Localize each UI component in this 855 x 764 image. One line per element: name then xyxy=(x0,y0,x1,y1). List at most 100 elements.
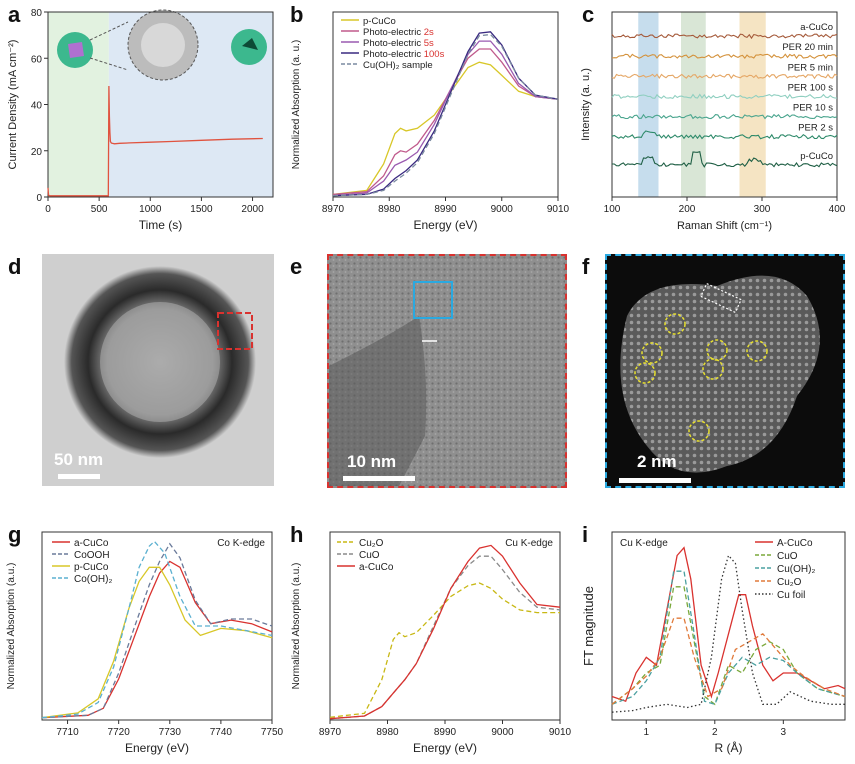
plot-frame-c xyxy=(611,11,838,198)
y-axis-label-i: FT magnitude xyxy=(581,586,596,666)
x-axis-label-b: Energy (eV) xyxy=(413,218,477,232)
series-line-b-photo-electric-2s xyxy=(332,48,559,196)
legend-label-g: a-CuCo xyxy=(74,538,109,549)
series-line-a-current xyxy=(47,85,263,197)
raman-trace-per-5-min xyxy=(611,73,838,80)
x-tick-label-a: 2000 xyxy=(241,204,264,215)
panel-letter-b: b xyxy=(290,2,304,27)
panel-letter-c: c xyxy=(582,2,595,27)
legend-label-g: Co(OH)₂ xyxy=(74,574,112,585)
x-tick-label-h: 9010 xyxy=(549,727,572,738)
legend-label-i: Cu(OH)₂ xyxy=(777,564,815,575)
chart-a: 0 500 1000 1500 2000 0 20 40 60 80 Time (s) Current… xyxy=(7,8,274,232)
y-axis-label-b: Normalized Absorption (a. u.) xyxy=(291,40,302,170)
x-tick-label-g: 7710 xyxy=(56,727,79,738)
x-tick-label-b: 8980 xyxy=(378,204,401,215)
raman-band-0 xyxy=(638,12,659,197)
annotation-i: Cu K-edge xyxy=(620,538,668,549)
y-tick-label-a: 80 xyxy=(31,8,43,19)
x-tick-label-b: 9000 xyxy=(491,204,514,215)
panel-letter-a: a xyxy=(8,2,21,27)
y-tick-label-a: 60 xyxy=(31,54,43,65)
tem-particle-d xyxy=(64,266,256,458)
scale-bar-d xyxy=(58,474,100,479)
x-tick-label-a: 1500 xyxy=(190,204,213,215)
x-axis-label-c: Raman Shift (cm⁻¹) xyxy=(677,220,772,232)
x-tick-label-c: 400 xyxy=(829,204,846,215)
y-tick-label-a: 0 xyxy=(36,193,42,204)
raman-trace-per-2-s xyxy=(611,130,838,140)
series-line-g-p-cuco xyxy=(41,566,273,719)
legend-label-i: A-CuCo xyxy=(777,538,813,549)
series-line-i-cuo xyxy=(611,586,846,706)
zoom-line-bottom xyxy=(89,57,129,71)
legend-label-b: Cu(OH)₂ sample xyxy=(363,60,433,71)
series-line-g-coooh xyxy=(41,542,273,719)
raman-trace-label: PER 20 min xyxy=(782,42,833,53)
legend-label-i: CuO xyxy=(777,551,798,562)
y-axis-label-c: Intensity (a. u.) xyxy=(580,68,592,141)
chart-c: 100 200 300 400 Raman Shift (cm⁻¹) Intensity … xyxy=(580,11,846,232)
x-tick-label-i: 3 xyxy=(781,727,787,738)
panel-letter-i: i xyxy=(582,522,589,547)
legend-label-h: a-CuCo xyxy=(359,562,394,573)
panel-letter-e: e xyxy=(290,254,303,279)
series-line-b-photo-electric-100s xyxy=(332,31,559,197)
x-tick-label-b: 8990 xyxy=(434,204,457,215)
legend-label-h: Cu₂O xyxy=(359,538,384,549)
x-axis-label-i: R (Å) xyxy=(715,740,743,755)
zoom-line-top xyxy=(89,21,129,41)
y-axis-label-g: Normalized Absorption (a.u.) xyxy=(6,563,17,690)
raman-trace-label: PER 100 s xyxy=(788,82,834,93)
raman-trace-p-cuco xyxy=(612,151,838,168)
x-tick-label-c: 200 xyxy=(679,204,696,215)
x-tick-label-g: 7730 xyxy=(159,727,182,738)
particle-zoom-core xyxy=(141,23,185,67)
series-line-i-cu-foil xyxy=(611,554,845,713)
x-tick-label-a: 500 xyxy=(91,204,108,215)
haadf-image-f: 2 nm xyxy=(605,254,845,488)
series-line-h-a-cuco xyxy=(329,544,561,720)
raman-trace-label: a-CuCo xyxy=(800,22,833,33)
x-tick-label-h: 9000 xyxy=(491,727,514,738)
y-tick-label-a: 20 xyxy=(31,147,43,158)
x-tick-label-g: 7750 xyxy=(261,727,284,738)
raman-trace-label: PER 2 s xyxy=(798,123,833,134)
legend-label-h: CuO xyxy=(359,550,380,561)
panel-letter-d: d xyxy=(8,254,22,279)
raman-trace-per-10-s xyxy=(611,113,838,120)
raman-trace-per-20-min xyxy=(611,53,838,60)
panel-letter-h: h xyxy=(290,522,304,547)
series-line-b-photo-electric-5s xyxy=(332,40,559,197)
x-axis-label-a: Time (s) xyxy=(139,218,183,232)
raman-trace-per-100-s xyxy=(611,93,838,100)
series-line-b-cu-oh-2-sample xyxy=(332,33,559,197)
particle-after-hole xyxy=(242,38,258,50)
raman-band-2 xyxy=(739,12,766,197)
hrtem-image-e: 10 nm xyxy=(327,254,567,488)
legend-label-g: CoOOH xyxy=(74,550,110,561)
series-line-h-cuo xyxy=(329,555,561,720)
panel-letter-f: f xyxy=(582,254,590,279)
legend-label-i: Cu foil xyxy=(777,590,805,601)
panel-letter-g: g xyxy=(8,522,22,547)
legend-suffix-b: 100s xyxy=(424,49,445,60)
x-tick-label-g: 7740 xyxy=(210,727,233,738)
x-axis-label-g: Energy (eV) xyxy=(125,741,189,755)
particle-core xyxy=(68,42,84,58)
y-axis-label-a: Current Density (mA cm⁻²) xyxy=(7,40,19,170)
scale-label-f: 2 nm xyxy=(637,452,677,471)
x-tick-label-a: 1000 xyxy=(139,204,162,215)
x-tick-label-g: 7720 xyxy=(108,727,131,738)
legend-suffix-b: 5s xyxy=(424,38,434,49)
scale-bar-e xyxy=(343,476,415,481)
x-tick-label-b: 9010 xyxy=(547,204,570,215)
tem-image-d: 50 nm xyxy=(42,254,274,486)
x-tick-label-h: 8990 xyxy=(434,727,457,738)
x-tick-label-c: 100 xyxy=(604,204,621,215)
haadf-texture-f xyxy=(620,275,820,473)
chart-i: 1 2 3 R (Å) FT magnitude A-CuCo CuO Cu(OH)₂ Cu₂O… xyxy=(581,531,846,755)
chart-h: 8970 8980 8990 9000 9010 Energy (eV) Normalize… xyxy=(291,531,572,755)
series-line-i-cu2o xyxy=(611,617,846,705)
scale-bar-f xyxy=(619,478,691,483)
